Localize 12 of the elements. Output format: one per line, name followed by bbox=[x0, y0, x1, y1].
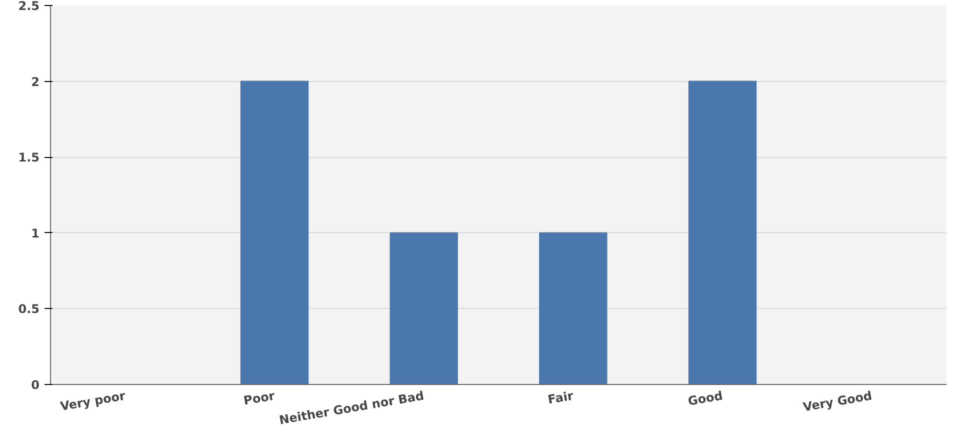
y-tick-label: 0.5 bbox=[18, 302, 40, 316]
y-tick-label: 0 bbox=[31, 378, 40, 392]
x-tick-label: Very poor bbox=[59, 388, 126, 414]
x-tick-label: Poor bbox=[242, 388, 276, 408]
y-tick-label: 1.5 bbox=[18, 150, 40, 165]
x-tick-label: Very Good bbox=[802, 388, 874, 414]
y-tick-label: 2 bbox=[31, 74, 40, 89]
x-tick-label: Fair bbox=[546, 388, 574, 407]
y-tick-label: 2.5 bbox=[18, 0, 40, 13]
x-tick-label: Neither Good nor Bad bbox=[278, 388, 426, 428]
x-tick-label: Good bbox=[686, 388, 724, 408]
y-tick-label: 1 bbox=[31, 226, 40, 240]
